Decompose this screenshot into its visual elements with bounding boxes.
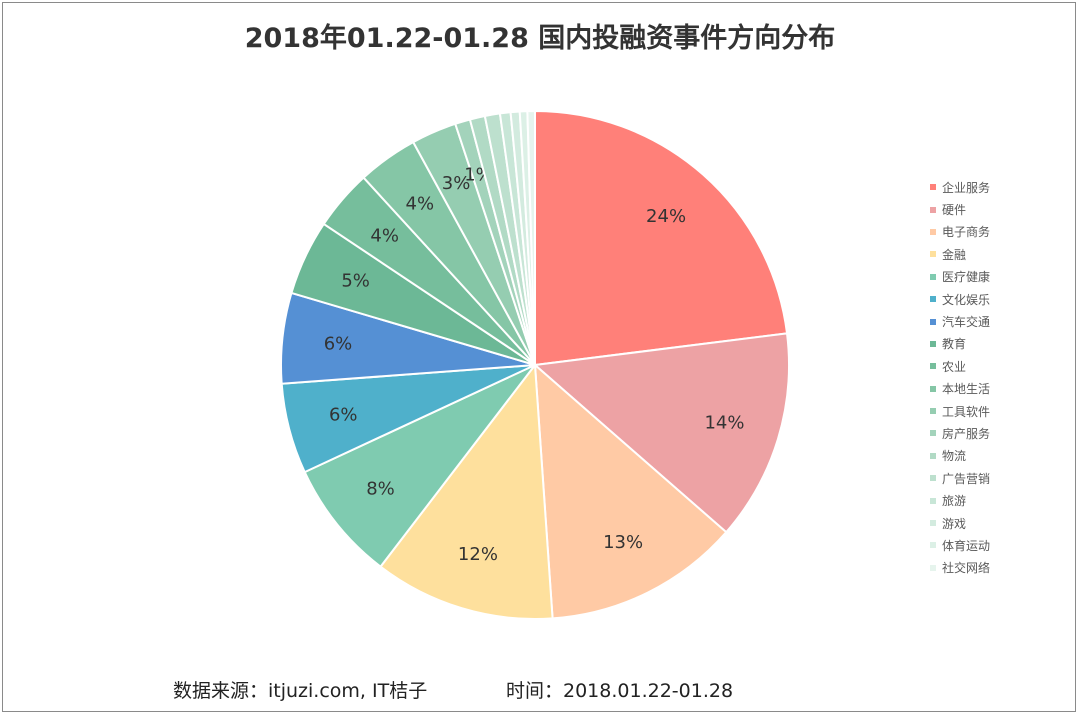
pie-slice-1 [534,109,789,367]
slice-label-6: 6% [329,404,358,425]
legend-swatch [930,475,936,482]
legend-swatch [930,564,936,571]
legend-item-6: 文化娱乐 [930,288,1070,310]
legend-item-12: 房产服务 [930,422,1070,444]
legend-swatch [930,408,936,415]
legend-item-11: 工具软件 [930,400,1070,422]
legend-item-2: 硬件 [930,198,1070,220]
pie-slice-4 [379,362,554,620]
legend-swatch [930,296,936,303]
legend-label: 体育运动 [942,538,991,553]
legend-label: 硬件 [942,203,967,218]
legend-swatch [930,251,936,258]
legend-item-5: 医疗健康 [930,266,1070,288]
chart-legend: 企业服务硬件电子商务金融医疗健康文化娱乐汽车交通教育农业本地生活工具软件房产服务… [930,176,1070,579]
slice-label-2: 14% [704,412,744,433]
legend-item-16: 游戏 [930,512,1070,534]
legend-swatch [930,452,936,459]
legend-item-1: 企业服务 [930,176,1070,198]
slice-label-3: 13% [603,532,643,553]
time-note: 时间：2018.01.22-01.28 [506,680,734,702]
legend-swatch [930,385,936,392]
legend-label: 电子商务 [942,225,991,240]
legend-item-14: 广告营销 [930,467,1070,489]
legend-label: 广告营销 [942,471,991,486]
legend-label: 医疗健康 [942,270,991,285]
legend-label: 旅游 [942,494,967,509]
pie-slice-3 [533,362,728,620]
legend-swatch [930,184,936,191]
chart-title: 2018年01.22-01.28 国内投融资事件方向分布 [244,23,836,54]
slice-label-4: 12% [458,544,498,565]
slice-label-5: 8% [366,478,395,499]
slice-label-7: 6% [324,333,353,354]
legend-item-13: 物流 [930,445,1070,467]
source-note: 数据来源：itjuzi.com, IT桔子 [173,680,428,702]
legend-swatch [930,520,936,527]
legend-swatch [930,206,936,213]
legend-item-9: 农业 [930,355,1070,377]
legend-item-18: 社交网络 [930,557,1070,579]
legend-label: 文化娱乐 [942,292,991,307]
legend-swatch [930,542,936,549]
legend-item-4: 金融 [930,243,1070,265]
slice-label-9: 4% [370,225,399,246]
legend-item-10: 本地生活 [930,378,1070,400]
pie-slice-5 [303,364,536,569]
legend-label: 教育 [942,337,967,352]
legend-label: 汽车交通 [942,315,991,330]
legend-label: 社交网络 [942,561,991,576]
pie-slice-18 [526,109,536,366]
legend-label: 游戏 [942,516,967,531]
legend-label: 金融 [942,247,967,262]
legend-swatch [930,340,936,347]
legend-item-8: 教育 [930,333,1070,355]
legend-label: 农业 [942,359,967,374]
legend-swatch [930,228,936,235]
legend-label: 企业服务 [942,180,991,195]
slice-label-1: 24% [646,206,686,227]
legend-label: 工具软件 [942,404,991,419]
slice-label-11: 3% [442,173,471,194]
legend-swatch [930,430,936,437]
legend-item-7: 汽车交通 [930,310,1070,332]
legend-item-3: 电子商务 [930,221,1070,243]
legend-swatch [930,273,936,280]
legend-swatch [930,363,936,370]
legend-label: 本地生活 [942,382,991,397]
legend-label: 物流 [942,449,967,464]
legend-item-17: 体育运动 [930,534,1070,556]
legend-item-15: 旅游 [930,489,1070,511]
slice-label-8: 5% [341,270,370,291]
legend-label: 房产服务 [942,426,991,441]
pie-slice-2 [532,332,790,534]
legend-swatch [930,318,936,325]
legend-swatch [930,497,936,504]
slice-label-10: 4% [406,193,435,214]
